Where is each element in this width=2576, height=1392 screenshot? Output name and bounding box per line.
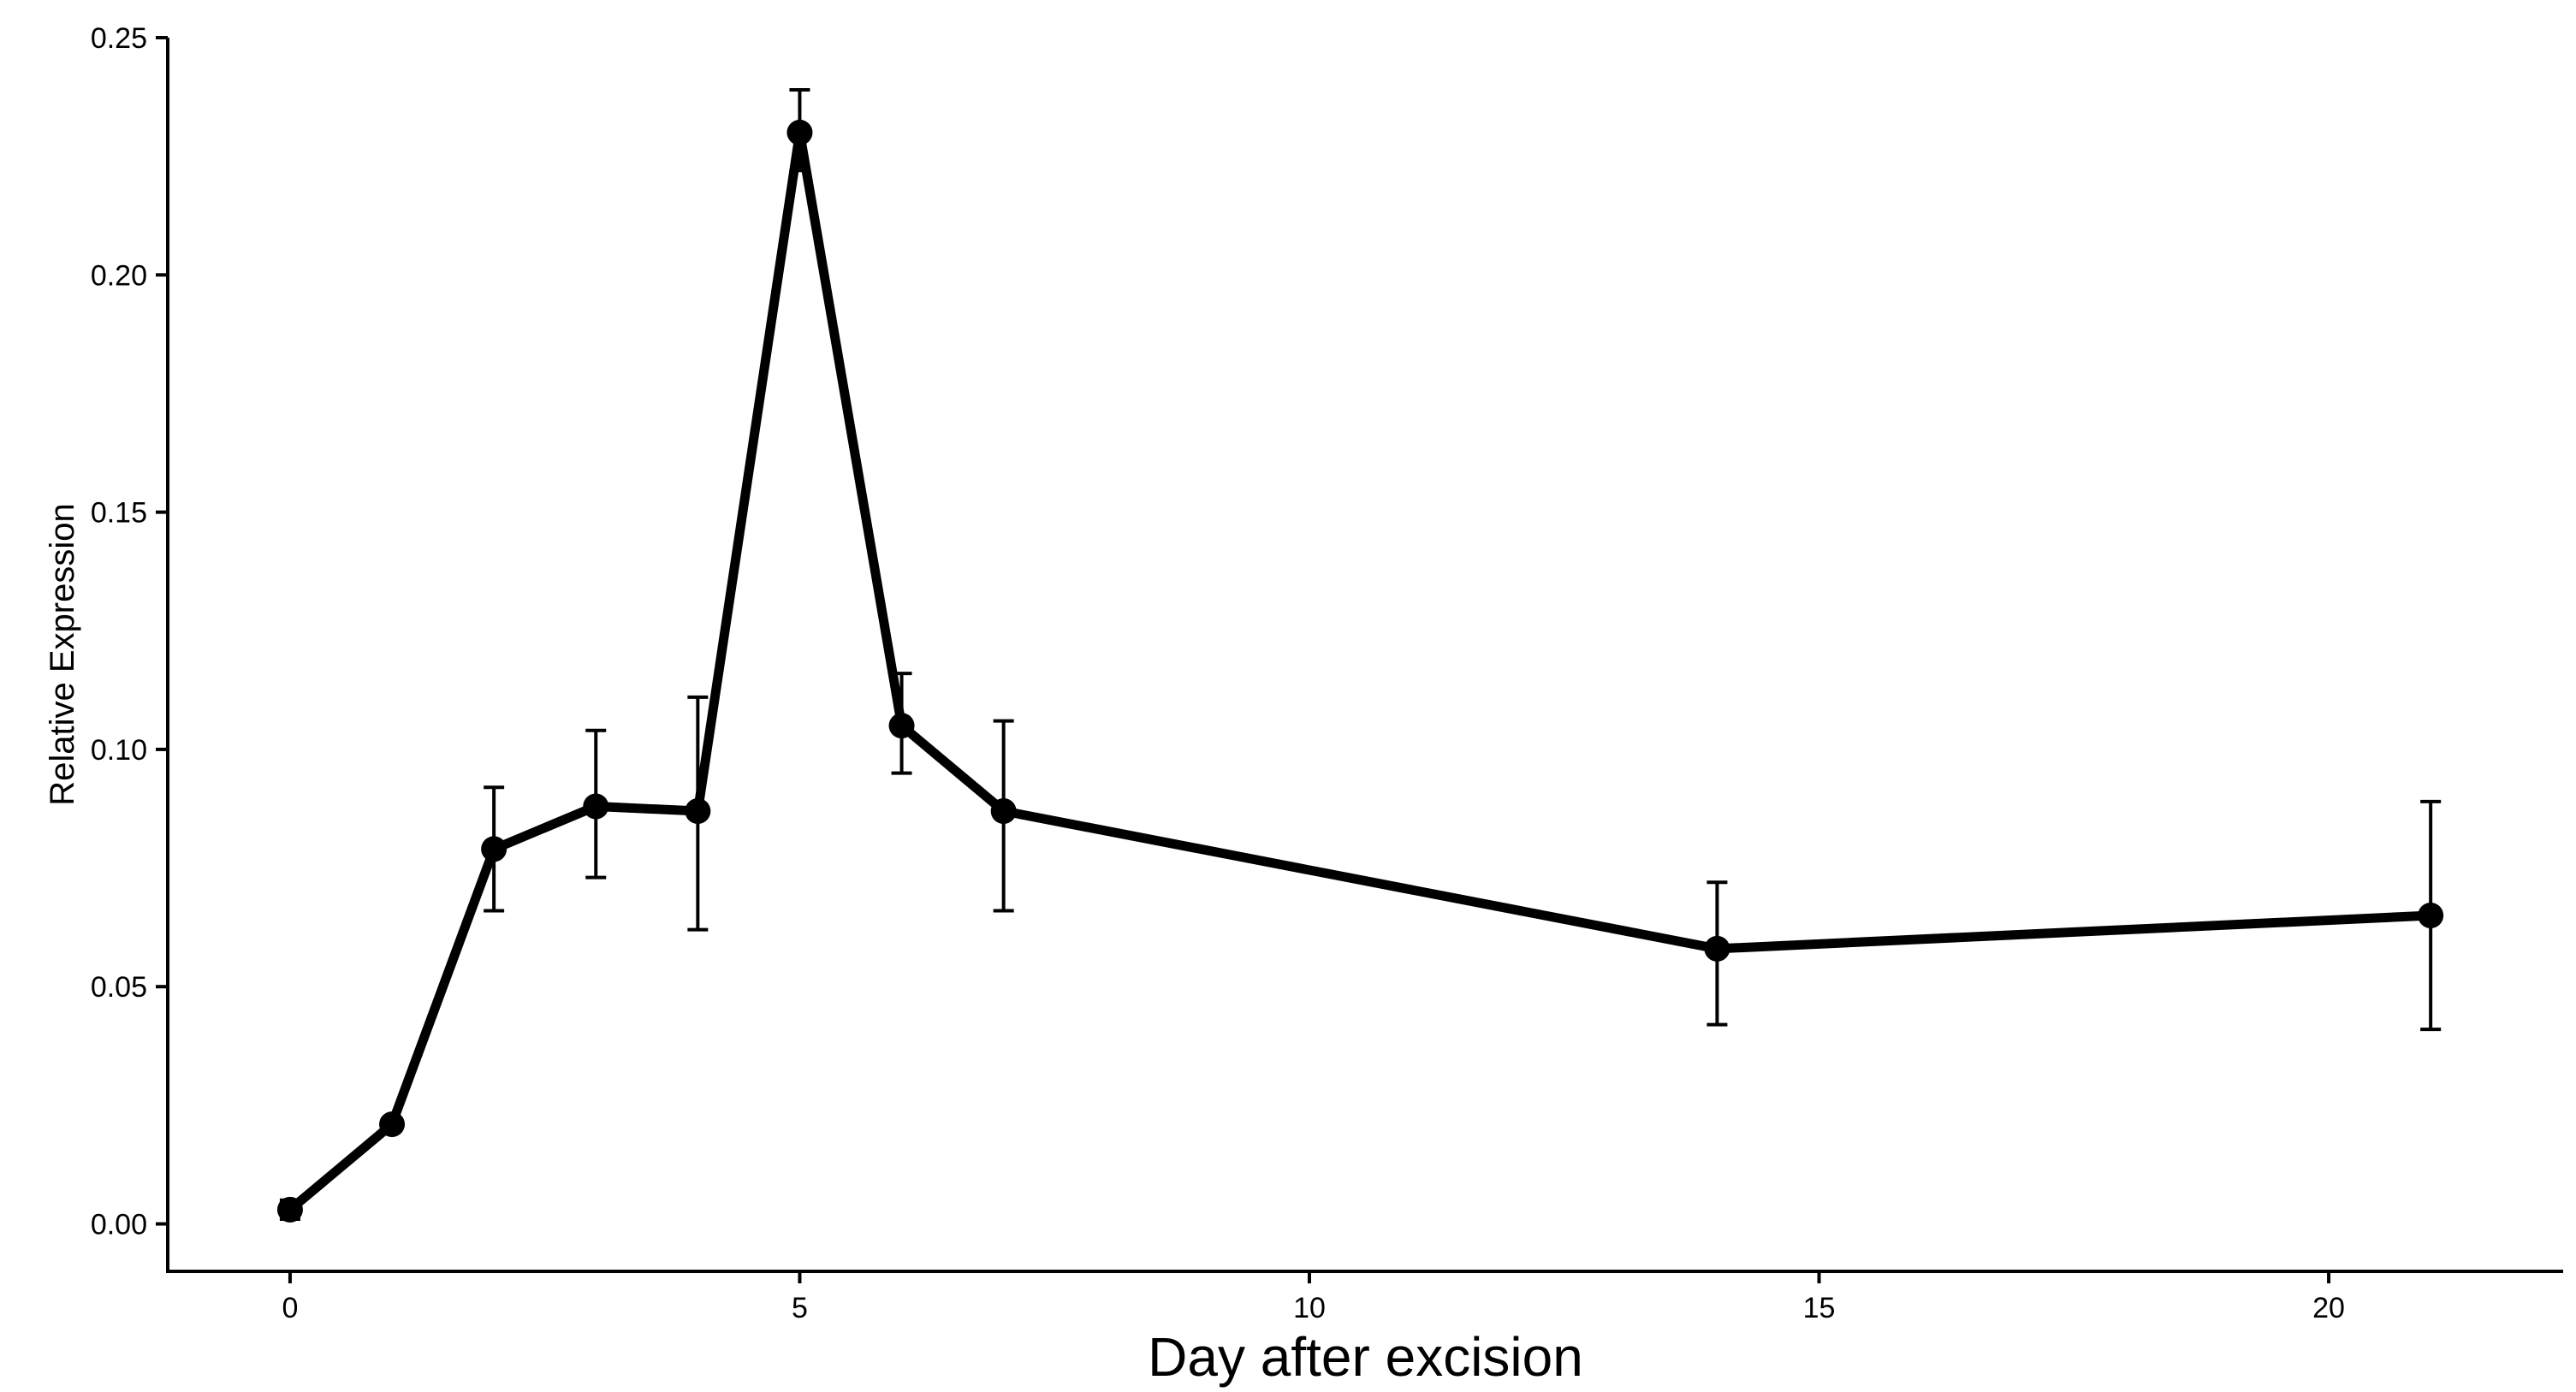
data-point xyxy=(276,1196,303,1223)
x-tick-label: 5 xyxy=(792,1292,808,1324)
data-point xyxy=(2418,903,2444,929)
y-tick-label: 0.00 xyxy=(91,1209,147,1241)
y-axis-title: Relative Expression xyxy=(44,503,81,806)
data-point xyxy=(685,798,711,825)
series-line xyxy=(285,127,2436,1215)
y-tick-label: 0.20 xyxy=(91,259,147,292)
data-point xyxy=(379,1111,406,1138)
y-tick-label: 0.05 xyxy=(91,971,147,1004)
data-point xyxy=(1704,935,1730,962)
data-point xyxy=(583,793,609,820)
x-axis-title: Day after excision xyxy=(1148,1326,1583,1388)
y-tick-label: 0.10 xyxy=(91,734,147,767)
error-bars xyxy=(279,88,2442,1221)
data-point xyxy=(990,798,1017,825)
y-tick-label: 0.25 xyxy=(91,22,147,55)
x-tick-label: 10 xyxy=(1293,1292,1326,1324)
data-point xyxy=(888,713,915,739)
axes: 0.00 0.05 0.10 0.15 0.20 0.25 0 5 10 15 20 xyxy=(91,22,2563,1324)
data-points xyxy=(276,119,2444,1223)
data-point xyxy=(786,119,813,145)
series-lines xyxy=(285,127,2436,1215)
x-tick-label: 0 xyxy=(282,1292,298,1324)
data-point xyxy=(481,836,507,862)
y-tick-label: 0.15 xyxy=(91,497,147,530)
x-tick-label: 20 xyxy=(2312,1292,2345,1324)
x-tick-label: 15 xyxy=(1803,1292,1836,1324)
